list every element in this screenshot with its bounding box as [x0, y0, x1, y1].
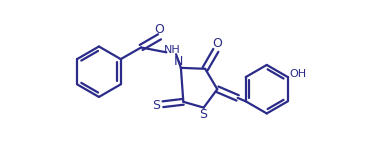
Text: S: S — [199, 108, 207, 121]
Text: S: S — [152, 99, 160, 112]
Text: O: O — [155, 23, 164, 36]
Text: NH: NH — [164, 45, 181, 55]
Text: OH: OH — [290, 69, 307, 79]
Text: N: N — [174, 55, 183, 68]
Text: O: O — [212, 37, 222, 50]
